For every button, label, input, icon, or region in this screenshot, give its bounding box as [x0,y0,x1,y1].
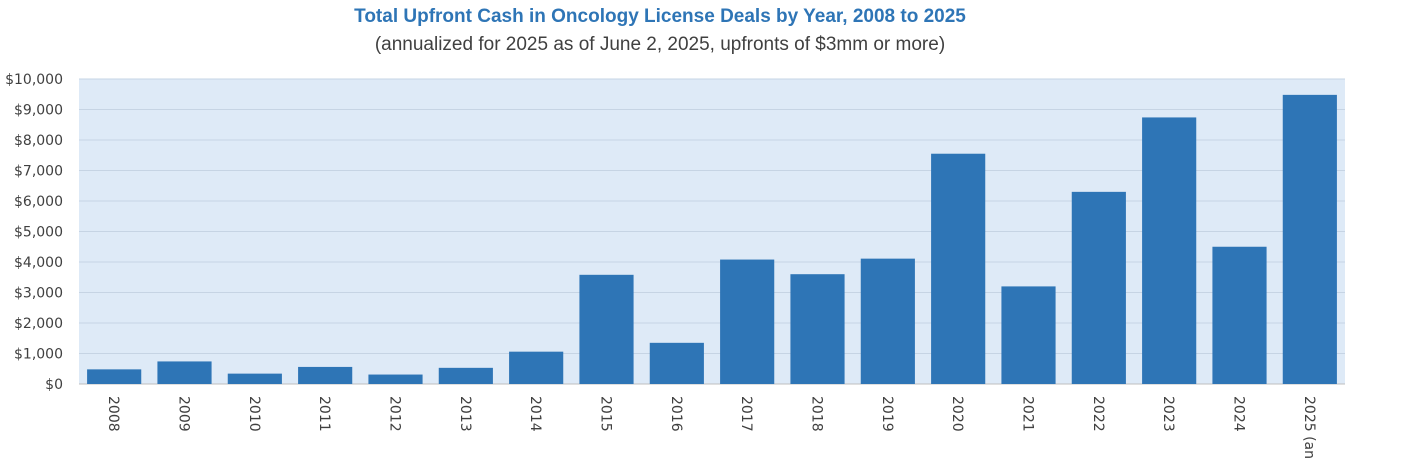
y-axis-ticks: $0 $1,000 $2,000 $3,000 $4,000 $5,000 $6,000 $7… [5,72,63,393]
bar-2022 [1071,191,1126,384]
x-tick-label: 2021 [1020,396,1036,432]
x-tick-label: 2019 [879,396,895,432]
y-tick-label: $6,000 [14,194,63,210]
bar-2012 [368,374,423,384]
bar-2017 [720,259,775,384]
bar-2018 [790,274,845,384]
bar-2023 [1142,117,1197,385]
bar-2015 [579,274,634,384]
x-tick-label: 2010 [246,396,262,432]
y-tick-label: $5,000 [14,225,63,241]
x-tick-label: 2015 [598,396,614,432]
chart-subtitle: (annualized for 2025 as of June 2, 2025,… [374,34,946,55]
y-tick-label: $1,000 [14,347,63,363]
x-tick-label: 2025 (an [1301,396,1317,459]
x-tick-label: 2017 [738,396,754,432]
bar-2024 [1212,246,1267,384]
bar-2013 [438,367,493,384]
bars [87,94,1337,385]
x-tick-label: 2009 [176,396,192,432]
bar-2008 [87,369,142,384]
bar-2011 [298,366,353,384]
x-tick-label: 2013 [457,396,473,432]
x-tick-label: 2023 [1160,396,1176,432]
x-tick-label: 2020 [949,396,965,432]
y-tick-label: $4,000 [14,255,63,271]
chart-title: Total Upfront Cash in Oncology License D… [354,6,966,27]
x-tick-label: 2022 [1090,396,1106,432]
bar-2020 [931,153,986,384]
bar-2014 [509,351,564,384]
bar-2010 [227,373,282,384]
y-tick-label: $8,000 [14,133,63,149]
x-tick-label: 2016 [668,396,684,432]
bar-2016 [649,342,704,384]
x-tick-label: 2014 [527,396,543,432]
x-tick-label: 2024 [1231,396,1247,432]
y-tick-label: $7,000 [14,164,63,180]
x-tick-label: 2012 [387,396,403,432]
y-tick-label: $0 [45,377,63,393]
x-tick-label: 2018 [809,396,825,432]
gridlines [79,78,1345,385]
x-tick-label: 2008 [105,396,121,432]
bar-2021 [1001,286,1056,384]
bar-2019 [860,258,915,384]
bar-2025 [1282,94,1337,385]
bar-2009 [157,361,212,384]
y-tick-label: $2,000 [14,316,63,332]
x-tick-label: 2011 [316,396,332,432]
y-tick-label: $10,000 [5,72,63,88]
x-axis-ticks: 2008 2009 2010 2011 2012 2013 2014 2015 2016 2017… [105,396,1317,459]
y-tick-label: $3,000 [14,286,63,302]
y-tick-label: $9,000 [14,103,63,119]
